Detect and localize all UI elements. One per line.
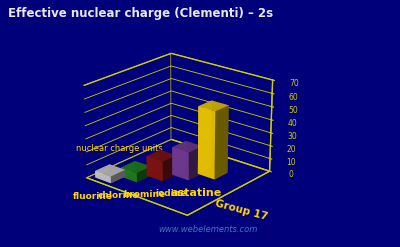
Text: Group 17: Group 17 [214, 198, 269, 222]
Text: nuclear charge units: nuclear charge units [76, 144, 162, 153]
Text: www.webelements.com: www.webelements.com [158, 225, 258, 234]
Text: Effective nuclear charge (Clementi) – 2s: Effective nuclear charge (Clementi) – 2s [8, 7, 273, 21]
